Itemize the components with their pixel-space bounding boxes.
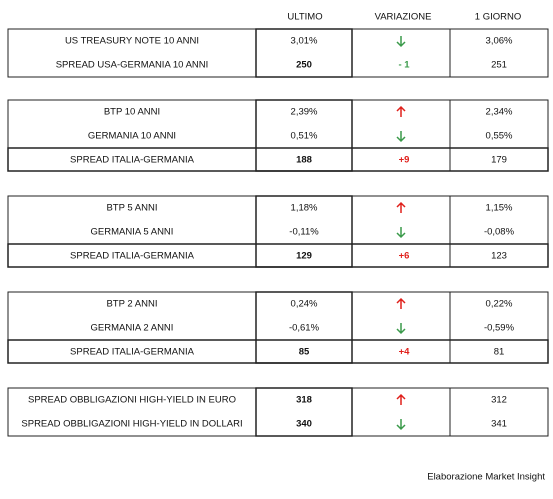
variazione-value: - 1 — [398, 60, 410, 71]
footer: Elaborazione Market Insight — [427, 472, 545, 483]
arrow-down — [396, 36, 406, 48]
row-label: SPREAD OBBLIGAZIONI HIGH-YIELD IN DOLLAR… — [21, 419, 242, 430]
giorno-value: 251 — [491, 60, 507, 71]
arrow-up — [396, 393, 406, 405]
giorno-value: -0,08% — [484, 227, 515, 238]
ultimo-value: 1,18% — [291, 203, 318, 214]
spread-box — [7, 243, 549, 268]
giorno-value: 81 — [494, 347, 505, 358]
row-label: SPREAD ITALIA-GERMANIA — [70, 155, 195, 166]
giorno-value: 0,55% — [486, 131, 513, 142]
ultimo-value: 188 — [296, 155, 312, 166]
spread-box — [7, 339, 549, 364]
ultimo-value: 340 — [296, 419, 312, 430]
ultimo-value: 318 — [296, 395, 312, 406]
giorno-value: 2,34% — [486, 107, 513, 118]
giorno-value: 341 — [491, 419, 507, 430]
arrow-down — [396, 227, 406, 239]
row-label: SPREAD ITALIA-GERMANIA — [70, 251, 195, 262]
row-label: SPREAD ITALIA-GERMANIA — [70, 347, 195, 358]
giorno-value: 123 — [491, 251, 507, 262]
header-ultimo: ULTIMO — [287, 12, 322, 23]
arrow-up — [396, 297, 406, 309]
header-variazione: VARIAZIONE — [375, 12, 432, 23]
giorno-value: 312 — [491, 395, 507, 406]
row-label: BTP 5 ANNI — [106, 203, 157, 214]
row-label: BTP 2 ANNI — [106, 299, 157, 310]
arrow-up — [396, 201, 406, 213]
row-label: GERMANIA 2 ANNI — [91, 323, 174, 334]
spread-box — [7, 147, 549, 172]
row-label: BTP 10 ANNI — [104, 107, 160, 118]
ultimo-box — [255, 28, 353, 78]
row-label: US TREASURY NOTE 10 ANNI — [65, 36, 199, 47]
arrow-down — [396, 323, 406, 335]
ultimo-box — [255, 387, 353, 437]
ultimo-value: 85 — [299, 347, 310, 358]
variazione-value: +4 — [399, 347, 411, 358]
ultimo-value: 250 — [296, 60, 312, 71]
variazione-value: +6 — [399, 251, 410, 262]
row-label: SPREAD USA-GERMANIA 10 ANNI — [56, 60, 209, 71]
arrow-up — [396, 105, 406, 117]
ultimo-value: 3,01% — [291, 36, 318, 47]
ultimo-value: 0,24% — [291, 299, 318, 310]
ultimo-value: 129 — [296, 251, 312, 262]
arrow-down — [396, 131, 406, 143]
variazione-value: +9 — [399, 155, 410, 166]
ultimo-value: -0,11% — [289, 227, 319, 238]
giorno-value: 3,06% — [486, 36, 513, 47]
row-label: SPREAD OBBLIGAZIONI HIGH-YIELD IN EURO — [28, 395, 236, 406]
header-giorno: 1 GIORNO — [475, 12, 521, 23]
giorno-value: 0,22% — [486, 299, 513, 310]
arrow-down — [396, 419, 406, 431]
giorno-value: -0,59% — [484, 323, 515, 334]
ultimo-value: 2,39% — [291, 107, 318, 118]
ultimo-value: -0,61% — [289, 323, 320, 334]
giorno-value: 1,15% — [486, 203, 513, 214]
row-label: GERMANIA 10 ANNI — [88, 131, 176, 142]
giorno-value: 179 — [491, 155, 507, 166]
ultimo-value: 0,51% — [291, 131, 318, 142]
row-label: GERMANIA 5 ANNI — [91, 227, 174, 238]
